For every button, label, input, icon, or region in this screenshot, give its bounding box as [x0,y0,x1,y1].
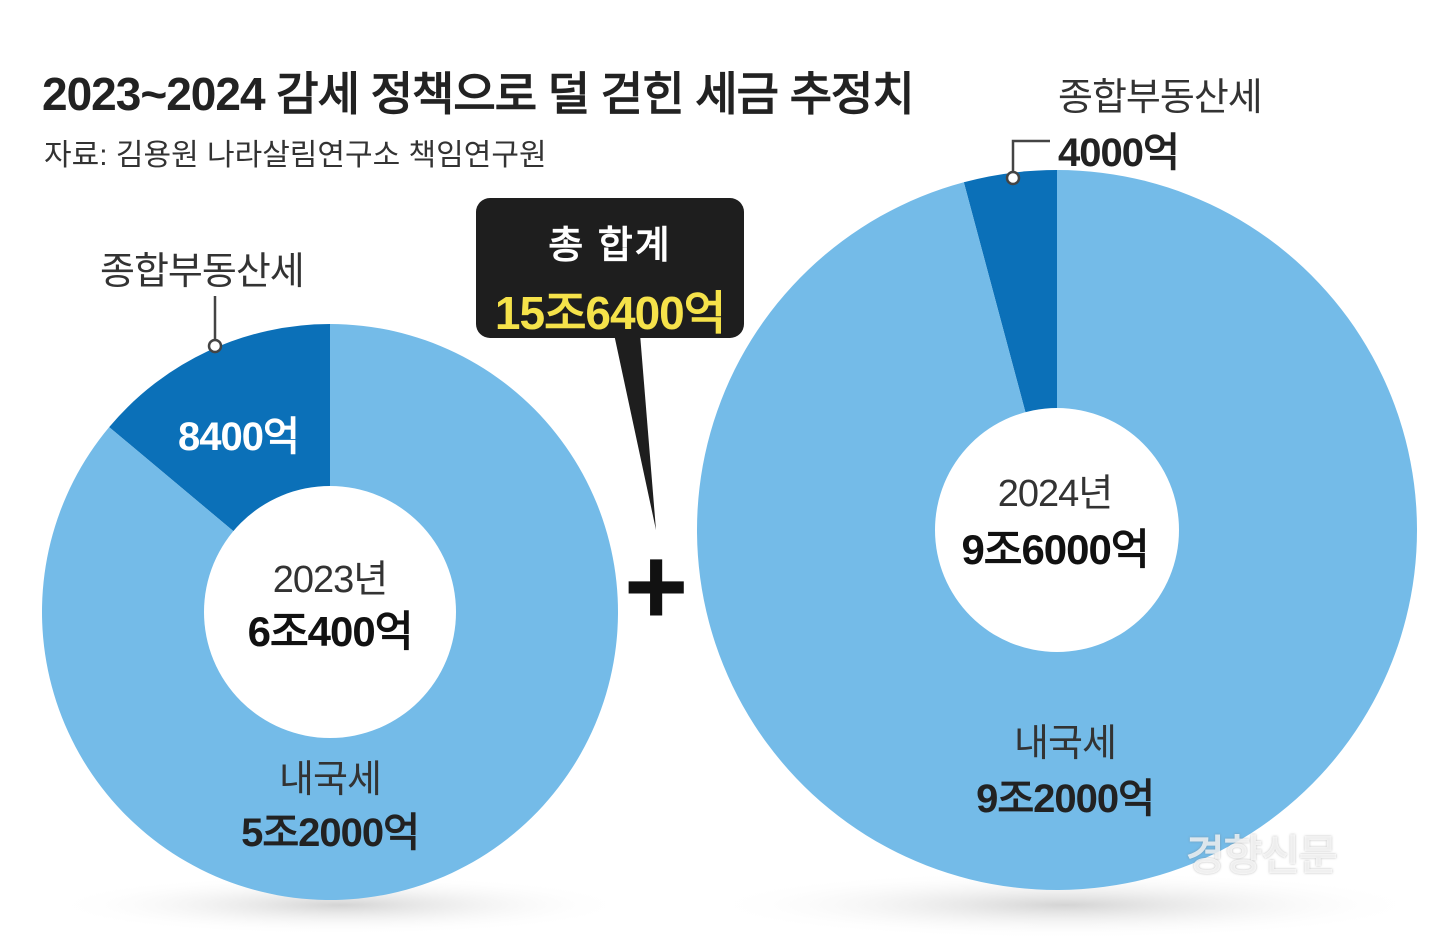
callout-total: 15조6400억 [494,287,726,339]
label-2023-national-tax: 내국세 [279,759,382,801]
value-2024-property-tax: 4000억 [1058,131,1180,175]
plus-sign: + [624,525,689,648]
center-year-2024: 2024년 [997,473,1114,515]
center-total-2023: 6조400억 [247,608,414,655]
label-2024-property-tax: 종합부동산세 [1058,77,1263,119]
total-callout: 총 합계 15조6400억 [476,198,744,339]
callout-pointer [614,334,656,530]
leader-dot-2023 [207,338,223,354]
value-2023-national-tax: 5조2000억 [241,811,420,855]
callout-heading: 총 합계 [548,225,672,267]
value-2023-property-tax: 8400억 [178,415,300,459]
source-note: 자료: 김용원 나라살림연구소 책임연구원 [44,139,547,172]
pie-2023-hole [204,486,456,738]
center-year-2023: 2023년 [272,559,389,601]
leader-line-2024 [1011,139,1050,176]
leader-dot-2024 [1005,170,1021,186]
center-total-2024: 9조6000억 [961,526,1149,573]
chart-2024-shadow [705,871,1425,939]
publisher-watermark: 경향신문 [1186,832,1338,879]
chart-2023-shadow [50,875,630,935]
label-2023-property-tax: 종합부동산세 [100,251,305,293]
pie-2024-hole [935,408,1179,652]
chart-title: 2023~2024 감세 정책으로 덜 걷힌 세금 추정치 [42,68,915,120]
label-2024-national-tax: 내국세 [1014,723,1117,765]
value-2024-national-tax: 9조2000억 [976,777,1155,821]
